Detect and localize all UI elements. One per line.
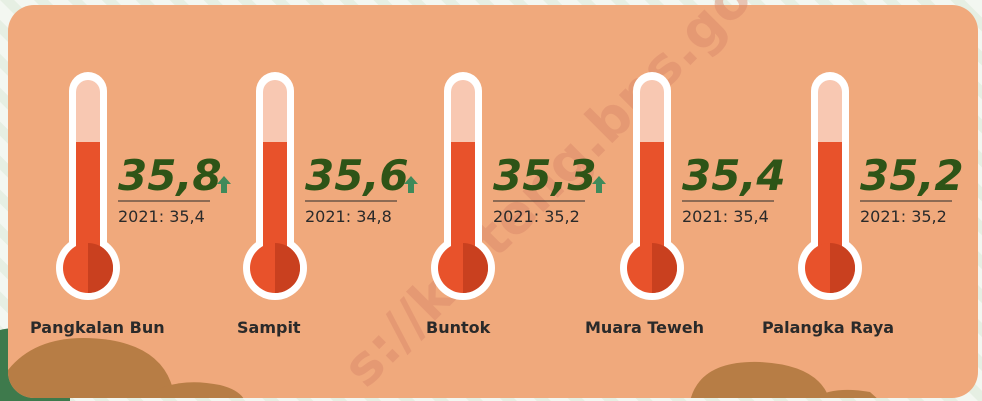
temperature-value: 35,3 <box>493 151 597 200</box>
previous-value: 2021: 34,8 <box>305 207 392 226</box>
city-name: Pangkalan Bun <box>30 318 165 337</box>
previous-value: 2021: 35,2 <box>493 207 580 226</box>
tube-fill <box>451 142 475 260</box>
temperature-value: 35,8 <box>118 151 222 200</box>
tube-fill <box>263 142 287 260</box>
previous-value: 2021: 35,4 <box>118 207 205 226</box>
previous-value: 2021: 35,2 <box>860 207 947 226</box>
infographic: s://kalteng.bps.go.id 35,82021: 35,4Pang… <box>0 0 982 401</box>
city-name: Sampit <box>237 318 301 337</box>
city-name: Palangka Raya <box>762 318 894 337</box>
tube-fill <box>818 142 842 260</box>
previous-value: 2021: 35,4 <box>682 207 769 226</box>
city-name: Muara Teweh <box>585 318 704 337</box>
tube-fill <box>76 142 100 260</box>
city-name: Buntok <box>426 318 491 337</box>
tube-fill <box>640 142 664 260</box>
temperature-value: 35,4 <box>682 151 786 200</box>
temperature-value: 35,6 <box>305 151 409 200</box>
temperature-value: 35,2 <box>860 151 964 200</box>
